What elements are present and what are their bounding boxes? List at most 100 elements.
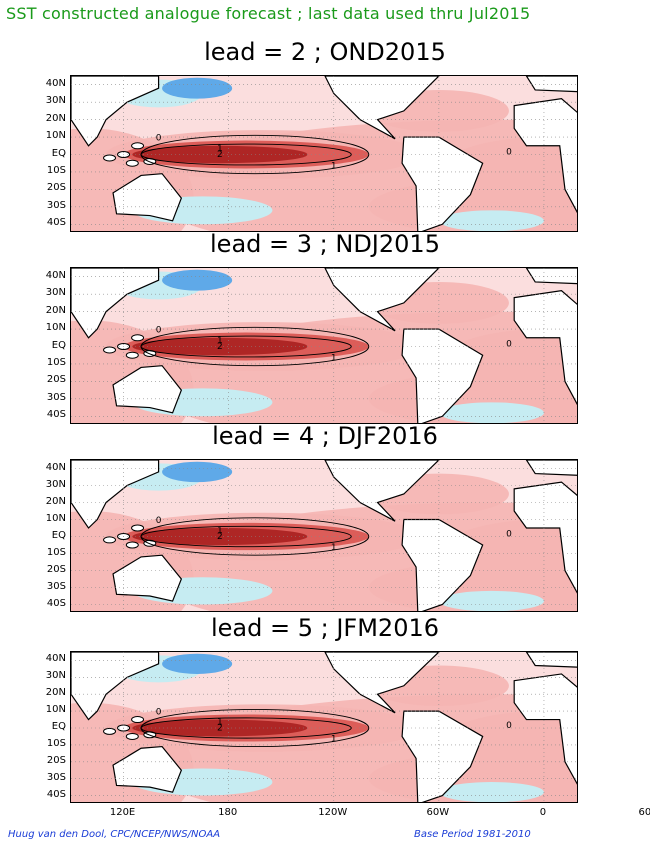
panel-title-2: lead = 3 ; NDJ2015 [210,230,440,258]
landmass [401,136,484,231]
island [131,334,145,342]
island [125,159,139,167]
latitude-label: 10S [46,164,66,176]
cool-anomaly-core [162,269,233,291]
contour-label: 2 [217,724,223,734]
contour-label: 0 [156,326,162,336]
latitude-label: 20N [45,687,66,699]
contour-2 [140,335,352,358]
figure-title: SST constructed analogue forecast ; last… [6,4,531,23]
latitude-label: EQ [51,529,66,541]
contour-label: 1 [217,526,223,536]
longitude-label: 0 [539,807,547,818]
island [125,541,139,549]
latitude-label: 30N [45,95,66,107]
contour-label: 0 [506,340,512,350]
landmass [401,328,484,423]
contour-label: 0 [506,148,512,158]
latitude-label: 40N [45,461,66,473]
contour-label: 1 [331,161,337,171]
landmass [71,460,160,529]
latitude-label: 20S [46,563,66,575]
latitude-label: 10S [46,737,66,749]
latitude-label: 40S [46,788,66,800]
latitude-label: 30N [45,478,66,490]
contour-label: 1 [331,353,337,363]
footer-base-period: Base Period 1981-2010 [414,829,531,840]
longitude-label: 120E [109,807,136,818]
contour-2 [140,717,352,739]
latitude-label: 40N [45,77,66,89]
latitude-label: 30S [46,199,66,211]
latitude-label: 20N [45,495,66,507]
latitude-label: 40S [46,597,66,609]
footer-credit: Huug van den Dool, CPC/NCEP/NWS/NOAA [8,829,221,840]
latitude-label: 10S [46,546,66,558]
island [103,536,117,544]
landmass [324,76,440,140]
cool-anomaly-region [438,782,544,802]
island [103,727,117,735]
contour-label: 2 [217,532,223,542]
contour-label: 1 [331,543,337,553]
contour-2 [140,143,352,166]
latitude-label: 30S [46,771,66,783]
landmass [112,745,183,793]
landmass [112,173,183,222]
landmass [513,98,577,214]
panel-title-3: lead = 4 ; DJF2016 [212,422,438,450]
landmass [525,652,577,668]
contour-label: 0 [506,721,512,731]
latitude-label: 20N [45,112,66,124]
cool-anomaly-core [162,653,233,674]
latitude-label: 20S [46,182,66,194]
latitude-label: 20S [46,754,66,766]
contour-label: 2 [217,150,223,160]
contour-label: 0 [506,530,512,540]
longitude-label: 60W [426,807,450,818]
island [131,716,145,724]
longitude-label: 180 [218,807,238,818]
cool-anomaly-core [162,461,233,483]
longitude-label: 60E [638,807,650,818]
contour-label: 1 [217,718,223,728]
latitude-label: 10N [45,512,66,524]
contour-label: 0 [156,707,162,717]
contour-label: 1 [331,735,337,745]
contour-label: 0 [156,516,162,526]
island [103,346,117,354]
panel-title-4: lead = 5 ; JFM2016 [210,614,440,642]
island [131,524,145,532]
island [125,732,139,740]
latitude-label: 40N [45,653,66,665]
latitude-label: 40S [46,409,66,421]
latitude-label: 40N [45,269,66,281]
landmass [324,460,440,522]
latitude-label: 20N [45,304,66,316]
latitude-label: EQ [51,147,66,159]
longitude-label: 120W [318,807,348,818]
island [103,154,117,162]
landmass [71,76,160,147]
contour-label: 2 [217,342,223,352]
landmass [401,518,484,611]
contour-2 [140,525,352,548]
contour-label: 1 [217,144,223,154]
latitude-label: 40S [46,217,66,229]
landmass [513,290,577,406]
landmass [401,710,484,802]
landmass [525,76,577,93]
landmass [513,673,577,785]
island [131,142,145,150]
cool-anomaly-region [438,402,544,423]
latitude-label: 20S [46,374,66,386]
latitude-label: 30N [45,287,66,299]
